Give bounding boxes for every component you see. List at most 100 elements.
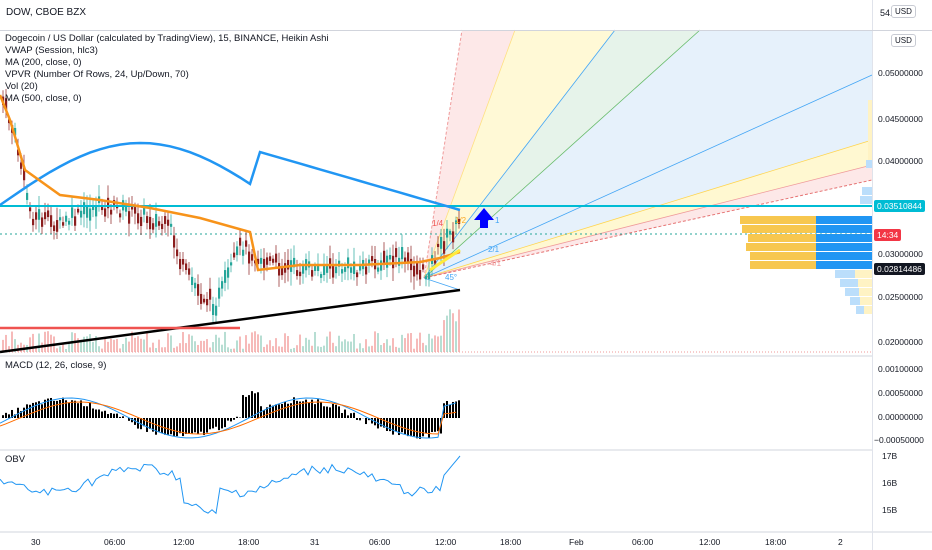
candle <box>41 217 44 227</box>
candle <box>446 228 449 238</box>
macd-bar <box>458 400 460 418</box>
volume-bar <box>215 334 217 352</box>
macd-bar <box>20 411 22 418</box>
obv-title[interactable]: OBV <box>5 454 26 465</box>
volume-bar <box>416 338 418 352</box>
candle <box>356 272 359 278</box>
volume-bar <box>296 345 298 352</box>
volume-bar <box>86 336 88 352</box>
obv-label: 17B <box>882 451 898 461</box>
candle <box>65 215 68 222</box>
chart-legend[interactable]: Dogecoin / US Dollar (calculated by Trad… <box>5 33 329 105</box>
candle <box>329 258 332 269</box>
up-arrow-icon[interactable] <box>474 208 494 228</box>
candle <box>56 220 59 232</box>
macd-bar <box>80 400 82 418</box>
macd-bar <box>287 403 289 418</box>
legend-ma500[interactable]: MA (500, close, 0) <box>5 93 82 104</box>
macd-bar <box>368 418 370 421</box>
volume-bar <box>2 339 4 352</box>
volume-bar <box>146 332 148 352</box>
candle <box>326 265 329 273</box>
volume-bar <box>260 335 262 352</box>
volume-bar <box>239 336 241 352</box>
candle <box>32 218 35 226</box>
candle <box>89 208 92 221</box>
macd-bar <box>332 403 334 418</box>
legend-ma200[interactable]: MA (200, close, 0) <box>5 57 82 68</box>
macd-bar <box>122 416 124 418</box>
resistance-price-tag: 0.03510844 <box>874 200 925 212</box>
time-label: 31 <box>310 537 320 547</box>
volume-bar <box>425 345 427 352</box>
candle <box>167 219 170 226</box>
macd-bar <box>137 418 139 429</box>
volume-bar <box>185 343 187 352</box>
volume-bar <box>371 345 373 352</box>
macd-bar <box>17 407 19 418</box>
macd-bar <box>338 406 340 418</box>
volume-bar <box>203 340 205 352</box>
volume-bar <box>266 344 268 352</box>
time-label: 18:00 <box>500 537 522 547</box>
volume-bar <box>395 346 397 352</box>
candle <box>278 262 281 276</box>
candle <box>29 207 32 212</box>
volume-bar <box>131 331 133 352</box>
gann-fan[interactable] <box>423 29 873 291</box>
macd-bar <box>233 418 235 420</box>
candle <box>383 250 386 263</box>
macd-bar <box>236 416 238 418</box>
candle <box>80 210 83 218</box>
candle <box>68 220 71 225</box>
candle <box>95 205 98 217</box>
candle <box>281 266 284 276</box>
volume-bar <box>455 321 457 352</box>
macd-bar <box>83 406 85 418</box>
ma200-line <box>0 141 461 212</box>
volume-bar <box>452 313 454 352</box>
volume-bar <box>35 346 37 352</box>
volume-bar <box>83 336 85 352</box>
candle <box>416 262 419 275</box>
volume-bar <box>329 331 331 352</box>
currency-badge[interactable]: USD <box>891 5 916 18</box>
legend-vpvr[interactable]: VPVR (Number Of Rows, 24, Up/Down, 70) <box>5 69 189 80</box>
macd-bar <box>248 395 250 418</box>
volume-bar <box>368 346 370 352</box>
volume-bar <box>290 348 292 352</box>
candle <box>338 260 341 267</box>
obv-label: 16B <box>882 478 898 488</box>
candle <box>20 162 23 169</box>
candle <box>365 266 368 275</box>
candle <box>425 276 428 280</box>
volume-bar <box>299 334 301 352</box>
volume-bar <box>176 346 178 352</box>
candle <box>92 206 95 211</box>
candle <box>272 258 275 263</box>
candle <box>299 271 302 277</box>
fan-label-1-4: 1/4 <box>432 219 444 228</box>
macd-title[interactable]: MACD (12, 26, close, 9) <box>5 360 107 371</box>
legend-vol[interactable]: Vol (20) <box>5 81 38 92</box>
legend-vwap[interactable]: VWAP (Session, hlc3) <box>5 45 98 56</box>
fan-label-2-1: 2/1 <box>488 245 500 254</box>
candle <box>143 207 146 215</box>
candle <box>437 243 440 248</box>
macd-bar <box>89 402 91 418</box>
macd-bar <box>290 403 292 418</box>
support-trendline[interactable] <box>0 288 461 354</box>
legend-main-title[interactable]: Dogecoin / US Dollar (calculated by Trad… <box>5 33 329 44</box>
volume-bar <box>320 346 322 352</box>
macd-bar <box>305 399 307 418</box>
volume-bar <box>392 338 394 352</box>
macd-bar <box>110 413 112 418</box>
candle <box>443 241 446 254</box>
macd-bar <box>203 418 205 436</box>
macd-bar <box>62 397 64 418</box>
macd-bar <box>182 418 184 437</box>
macd-bar <box>32 402 34 418</box>
currency-badge-main[interactable]: USD <box>891 34 916 47</box>
